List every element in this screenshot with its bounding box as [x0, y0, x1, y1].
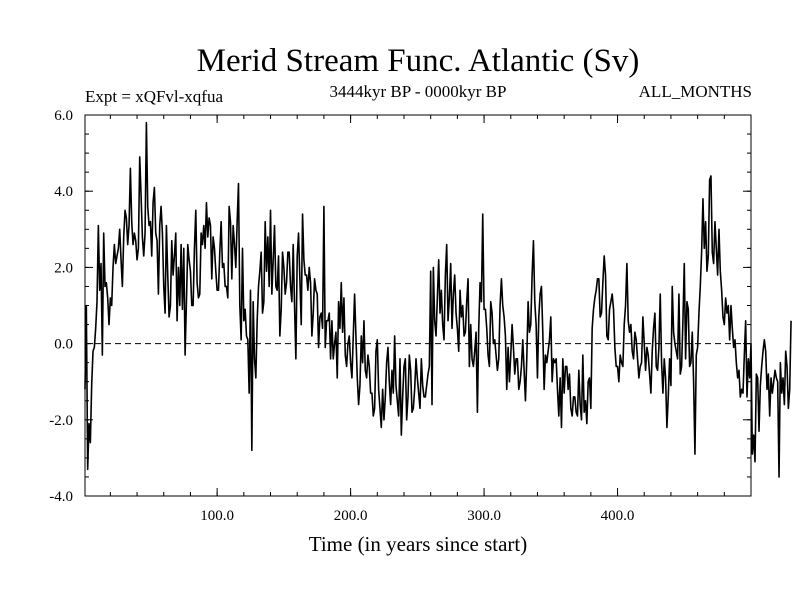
x-tick-label: 300.0: [467, 508, 501, 524]
y-tick-label: 0.0: [54, 337, 73, 353]
y-tick-label: 6.0: [54, 108, 73, 124]
x-axis-label: Time (in years since start): [309, 532, 528, 556]
y-axis: -4.0 -2.0 0.0 2.0 4.0 6.0: [49, 108, 751, 505]
series-line: [84, 121, 792, 478]
x-axis: 100.0 200.0 300.0 400.0: [109, 115, 725, 524]
x-tick-label: 200.0: [334, 508, 368, 524]
y-tick-label: 2.0: [54, 260, 73, 276]
y-tick-label: 4.0: [54, 184, 73, 200]
x-tick-label: 100.0: [200, 508, 234, 524]
experiment-label: Expt = xQFvl-xqfua: [85, 87, 223, 106]
y-tick-label: -4.0: [49, 489, 73, 505]
x-tick-label: 400.0: [601, 508, 635, 524]
chart-title: Merid Stream Func. Atlantic (Sv): [197, 43, 640, 79]
time-range-label: 3444kyr BP - 0000kyr BP: [330, 82, 507, 101]
months-label: ALL_MONTHS: [639, 82, 752, 101]
y-tick-label: -2.0: [49, 413, 73, 429]
